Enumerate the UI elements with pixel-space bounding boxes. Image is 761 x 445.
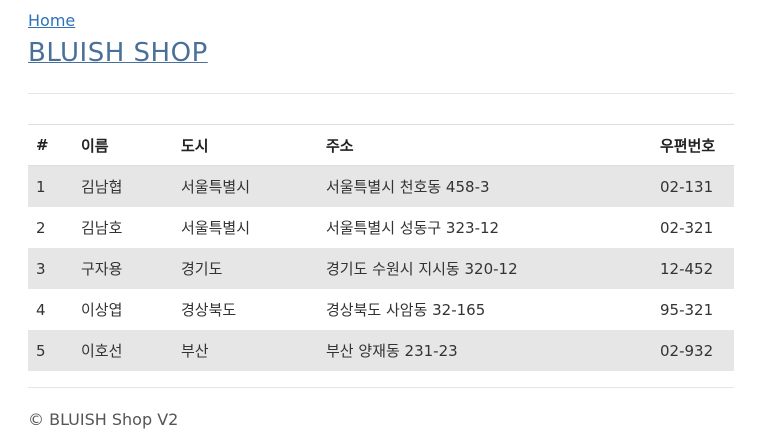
page-title[interactable]: BLUISH SHOP (28, 38, 208, 68)
cell-zip: 02-932 (652, 330, 734, 371)
cell-city: 서울특별시 (173, 165, 318, 207)
cell-name: 김남협 (73, 165, 173, 207)
cell-address: 경기도 수원시 지시동 320-12 (318, 248, 652, 289)
footer-divider (28, 387, 734, 388)
cell-city: 서울특별시 (181, 219, 251, 237)
column-header-name: 이름 (73, 124, 173, 166)
cell-number: 2 (36, 218, 46, 237)
table-row: 3 구자용 경기도 경기도 수원시 지시동 320-12 12-452 (28, 248, 734, 289)
cell-address: 서울특별시 천호동 458-3 (318, 165, 652, 207)
cell-number: 4 (36, 300, 46, 319)
table-row: 4 이상엽 경상북도 경상북도 사암동 32-165 95-321 (28, 289, 734, 330)
cell-number: 5 (28, 330, 73, 371)
footer-copyright: © BLUISH Shop V2 (28, 410, 179, 429)
cell-name: 김남호 (81, 219, 123, 237)
header-divider (28, 93, 734, 94)
cell-name: 구자용 (73, 248, 173, 289)
cell-city: 경상북도 (181, 301, 237, 319)
column-header-zip: 우편번호 (652, 124, 734, 166)
cell-city: 부산 (173, 330, 318, 371)
cell-address: 경상북도 사암동 32-165 (326, 301, 486, 319)
cell-address: 부산 양재동 231-23 (318, 330, 652, 371)
table-header-row: # 이름 도시 주소 우편번호 (28, 124, 734, 166)
cell-city: 경기도 (173, 248, 318, 289)
cell-number: 3 (28, 248, 73, 289)
home-link[interactable]: Home (28, 11, 76, 30)
cell-zip: 95-321 (660, 300, 714, 319)
column-header-city: 도시 (173, 124, 318, 166)
table-row: 1 김남협 서울특별시 서울특별시 천호동 458-3 02-131 (28, 165, 734, 207)
customer-table: # 이름 도시 주소 우편번호 1 김남협 서울특별시 서울특별시 천호동 45… (28, 124, 734, 371)
column-header-address: 주소 (318, 124, 652, 166)
column-header-number: # (28, 124, 73, 166)
cell-zip: 02-131 (652, 165, 734, 207)
cell-name: 이상엽 (81, 301, 123, 319)
cell-zip: 12-452 (652, 248, 734, 289)
cell-name: 이호선 (73, 330, 173, 371)
table-row: 5 이호선 부산 부산 양재동 231-23 02-932 (28, 330, 734, 371)
cell-address: 서울특별시 성동구 323-12 (326, 219, 500, 237)
table-row: 2 김남호 서울특별시 서울특별시 성동구 323-12 02-321 (28, 207, 734, 248)
cell-zip: 02-321 (660, 218, 714, 237)
cell-number: 1 (28, 165, 73, 207)
